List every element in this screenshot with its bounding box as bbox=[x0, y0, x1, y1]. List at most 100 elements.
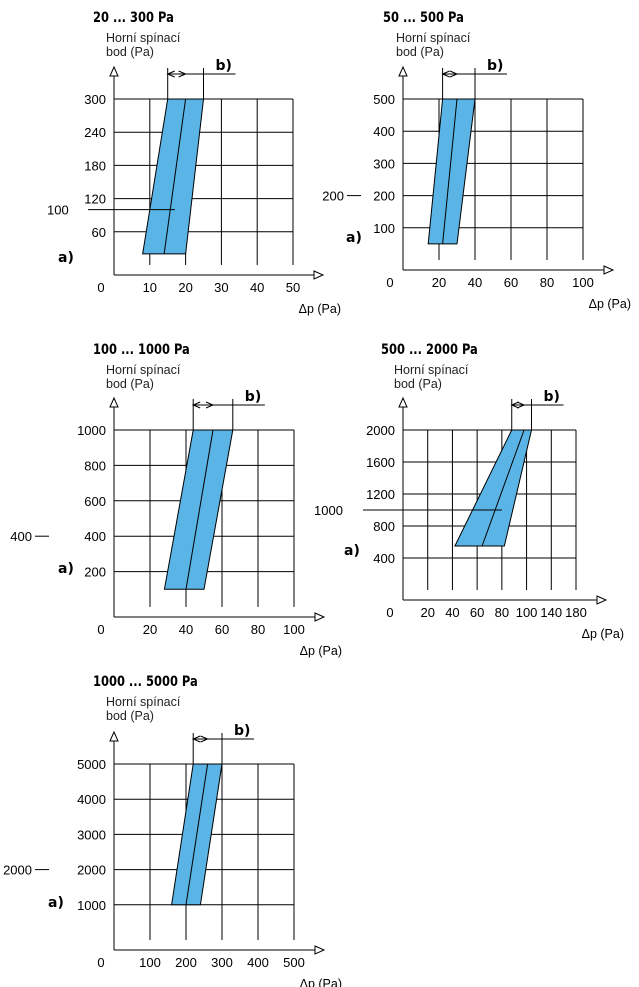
x-tick-label: 20 bbox=[143, 622, 157, 637]
x-tick-label: 0 bbox=[97, 622, 104, 637]
y-tick-label: 200 bbox=[373, 189, 395, 204]
x-tick-label: 300 bbox=[211, 955, 233, 970]
marker-b-label: b) bbox=[234, 723, 250, 739]
y-tick-label: 4000 bbox=[77, 792, 106, 807]
y-axis-arrow-icon bbox=[398, 396, 408, 408]
center-line bbox=[481, 429, 525, 547]
marker-a-label: a) bbox=[58, 561, 74, 577]
y-tick-label: 1000 bbox=[77, 898, 106, 913]
x-tick-label: 60 bbox=[215, 622, 229, 637]
x-tick-label: 100 bbox=[516, 605, 538, 620]
marker-a-label: a) bbox=[48, 895, 64, 911]
x-tick-label: 80 bbox=[251, 622, 265, 637]
x-tick-label: 0 bbox=[97, 280, 104, 295]
y-axis-arrow-icon bbox=[109, 396, 119, 408]
y-axis-label: Horní spínací bbox=[106, 31, 181, 45]
b-arrow-left-icon bbox=[191, 735, 201, 743]
center-line bbox=[185, 429, 214, 590]
y-tick-label: 100 bbox=[373, 221, 395, 236]
y-axis-label-unit: bod (Pa) bbox=[106, 377, 154, 391]
y-tick-label: 2000 bbox=[366, 423, 395, 438]
y-axis-label: Horní spínací bbox=[106, 363, 181, 377]
x-tick-label: 140 bbox=[540, 605, 562, 620]
y-axis-label-unit: bod (Pa) bbox=[106, 45, 154, 59]
y-tick-label: 300 bbox=[373, 156, 395, 171]
x-tick-label: 40 bbox=[179, 622, 193, 637]
a-marker-value: 400 bbox=[10, 529, 32, 544]
marker-a-label: a) bbox=[346, 230, 362, 246]
x-tick-label: 100 bbox=[139, 955, 161, 970]
x-tick-label: 40 bbox=[468, 275, 482, 290]
x-tick-label: 50 bbox=[286, 280, 300, 295]
plot-grid bbox=[403, 98, 584, 260]
b-arrow-left-icon bbox=[166, 70, 175, 78]
y-tick-label: 800 bbox=[84, 458, 106, 473]
marker-b-label: b) bbox=[216, 58, 232, 74]
x-tick-label: 10 bbox=[143, 280, 157, 295]
b-arrow-left-icon bbox=[441, 70, 450, 78]
y-tick-label: 200 bbox=[84, 565, 106, 580]
a-marker-value: 200 bbox=[322, 189, 344, 204]
chart-title: 50 ... 500 Pa bbox=[383, 10, 464, 26]
x-tick-label: 0 bbox=[97, 955, 104, 970]
y-axis-arrow-icon bbox=[109, 65, 119, 77]
chart-title: 500 ... 2000 Pa bbox=[381, 342, 478, 358]
x-axis-arrow-icon bbox=[603, 265, 615, 275]
x-tick-label: 0 bbox=[386, 605, 393, 620]
y-tick-label: 300 bbox=[84, 92, 106, 107]
y-tick-label: 1600 bbox=[366, 455, 395, 470]
x-tick-label: 200 bbox=[175, 955, 197, 970]
chart-title: 20 ... 300 Pa bbox=[93, 10, 174, 26]
hysteresis-band bbox=[142, 98, 205, 255]
x-tick-label: 60 bbox=[470, 605, 484, 620]
y-tick-label: 400 bbox=[373, 551, 395, 566]
x-axis-label: Δp (Pa) bbox=[300, 644, 342, 658]
x-tick-label: 80 bbox=[495, 605, 509, 620]
chart-title: 100 ... 1000 Pa bbox=[93, 342, 190, 358]
y-tick-label: 60 bbox=[92, 225, 106, 240]
y-tick-label: 1000 bbox=[77, 423, 106, 438]
y-tick-label: 500 bbox=[373, 92, 395, 107]
b-arrow-right-icon bbox=[516, 401, 526, 409]
x-tick-label: 20 bbox=[432, 275, 446, 290]
y-tick-label: 5000 bbox=[77, 757, 106, 772]
chart-title: 1000 ... 5000 Pa bbox=[93, 674, 198, 690]
x-tick-label: 30 bbox=[214, 280, 228, 295]
a-marker-value: 2000 bbox=[3, 863, 32, 878]
x-tick-label: 60 bbox=[504, 275, 518, 290]
y-tick-label: 3000 bbox=[77, 827, 106, 842]
b-arrow-left-icon bbox=[191, 401, 201, 409]
x-tick-label: 400 bbox=[247, 955, 269, 970]
y-tick-label: 240 bbox=[84, 125, 106, 140]
x-axis-label: Δp (Pa) bbox=[582, 627, 624, 641]
y-axis-arrow-icon bbox=[398, 65, 408, 77]
b-arrow-right-icon bbox=[178, 70, 187, 78]
x-tick-label: 100 bbox=[283, 622, 305, 637]
center-line bbox=[163, 98, 187, 255]
b-arrow-right-icon bbox=[449, 70, 459, 78]
center-line bbox=[185, 763, 209, 905]
x-axis-arrow-icon bbox=[313, 270, 325, 280]
y-axis-label-unit: bod (Pa) bbox=[396, 45, 444, 59]
y-tick-label: 180 bbox=[84, 158, 106, 173]
y-axis-label-unit: bod (Pa) bbox=[106, 709, 154, 723]
marker-b-label: b) bbox=[544, 389, 560, 405]
x-tick-label: 180 bbox=[565, 605, 587, 620]
a-marker-value: 1000 bbox=[314, 503, 343, 518]
y-tick-label: 800 bbox=[373, 519, 395, 534]
marker-b-label: b) bbox=[245, 389, 261, 405]
hysteresis-band bbox=[163, 429, 234, 590]
x-axis-label: Δp (Pa) bbox=[589, 297, 631, 311]
x-axis-label: Δp (Pa) bbox=[300, 977, 342, 987]
x-axis-arrow-icon bbox=[314, 612, 326, 622]
y-tick-label: 400 bbox=[84, 529, 106, 544]
marker-b-label: b) bbox=[487, 58, 503, 74]
y-axis-label: Horní spínací bbox=[394, 363, 469, 377]
x-tick-label: 0 bbox=[386, 275, 393, 290]
